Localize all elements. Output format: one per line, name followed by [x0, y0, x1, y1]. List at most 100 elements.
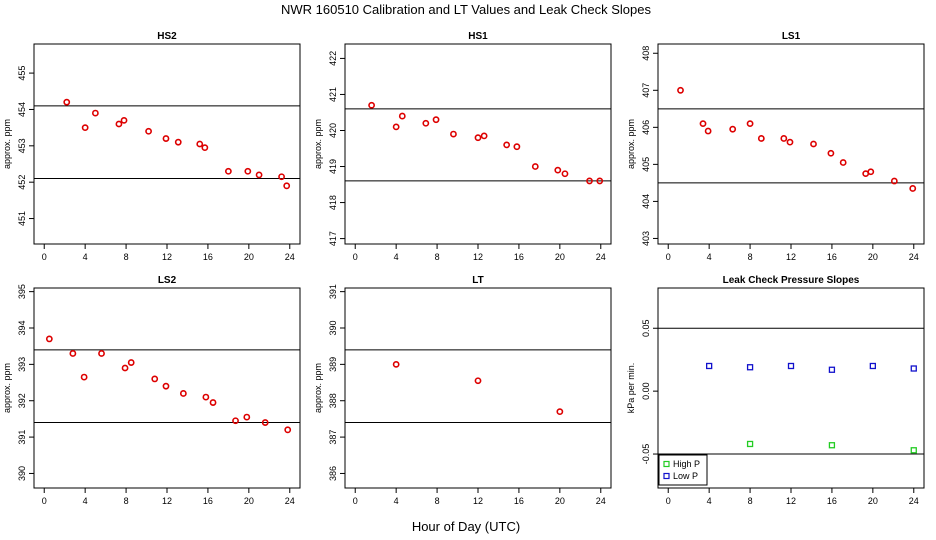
data-point [283, 182, 291, 190]
data-point [757, 135, 765, 142]
data-point [255, 171, 263, 179]
x-tick-label: 8 [748, 252, 753, 262]
y-tick-label: 387 [328, 430, 338, 445]
y-tick-label: 420 [328, 123, 338, 138]
data-point [787, 362, 795, 370]
x-tick-label: 12 [786, 252, 796, 262]
y-tick-label: 0.05 [641, 319, 651, 337]
x-tick-label: 24 [285, 496, 295, 506]
y-tick-label: 417 [328, 231, 338, 246]
x-tick-label: 16 [514, 496, 524, 506]
panel-1: HS2 0 4 8 12 16 20 24 451 452 453 454 455 approx. ppm [2, 31, 301, 262]
y-tick-label: 421 [328, 87, 338, 102]
y-tick-label: 0.00 [641, 382, 651, 400]
x-tick-label: 12 [786, 496, 796, 506]
y-axis-label: approx. ppm [2, 363, 12, 413]
panel-5: LT 0 4 8 12 16 20 24 386 387 388 389 390 391 approx. p… [313, 275, 612, 506]
y-axis-label: kPa per min. [626, 363, 636, 414]
data-point [909, 185, 917, 192]
x-tick-label: 16 [827, 496, 837, 506]
data-point [699, 120, 707, 128]
x-tick-label: 16 [514, 252, 524, 262]
data-point [869, 362, 876, 370]
data-point [284, 426, 292, 434]
data-point [586, 177, 593, 185]
x-tick-label: 8 [435, 252, 440, 262]
x-tick-label: 4 [394, 252, 399, 262]
data-point [561, 170, 569, 178]
x-tick-label: 24 [596, 496, 606, 506]
data-point [98, 350, 105, 357]
y-tick-label: 451 [17, 211, 27, 226]
panel-4: LS2 0 4 8 12 16 20 24 390 391 392 393 394 395 approx. … [2, 275, 301, 506]
data-point [474, 377, 482, 385]
data-point [910, 447, 917, 454]
y-tick-label: 390 [328, 320, 338, 335]
y-tick-label: 386 [328, 466, 338, 481]
data-point [120, 116, 128, 124]
x-tick-label: 8 [124, 252, 129, 262]
data-point [202, 393, 210, 401]
data-point [828, 366, 836, 373]
data-point [474, 134, 482, 142]
data-point [179, 390, 187, 397]
x-tick-label: 8 [435, 496, 440, 506]
data-point [422, 119, 430, 127]
data-point [127, 359, 135, 366]
data-point [244, 167, 252, 175]
x-tick-label: 20 [244, 252, 254, 262]
x-tick-label: 20 [868, 496, 878, 506]
x-tick-label: 24 [909, 252, 919, 262]
data-point [867, 168, 875, 176]
panel-3: LS1 0 4 8 12 16 20 24 403 404 405 406 407 408 approx. … [626, 31, 925, 262]
data-point [121, 364, 129, 372]
data-point [232, 417, 239, 425]
x-tick-label: 4 [394, 496, 399, 506]
panel-title: LS1 [782, 31, 801, 42]
x-tick-label: 12 [162, 496, 172, 506]
data-point [839, 159, 847, 166]
data-point [209, 399, 217, 406]
y-tick-label: 393 [17, 357, 27, 372]
data-point [151, 375, 159, 383]
y-tick-label: 455 [17, 66, 27, 81]
y-tick-label: 422 [328, 51, 338, 66]
y-tick-label: 419 [328, 159, 338, 174]
data-point [531, 163, 539, 170]
x-tick-label: 8 [124, 496, 129, 506]
data-point [261, 419, 269, 426]
plot-frame [344, 43, 612, 245]
panel-title: LS2 [158, 275, 177, 286]
data-point [780, 135, 788, 142]
plot-frame [344, 287, 612, 489]
data-point [786, 138, 794, 146]
y-axis-label: approx. ppm [626, 119, 636, 169]
legend-label: High P [673, 459, 700, 469]
data-point [81, 124, 89, 132]
data-point [392, 360, 400, 368]
x-tick-label: 12 [473, 252, 483, 262]
data-point [729, 125, 737, 133]
panel-title: LT [472, 275, 483, 286]
x-tick-label: 20 [555, 252, 565, 262]
panel-title: Leak Check Pressure Slopes [723, 275, 860, 286]
data-point [45, 335, 53, 343]
x-tick-label: 16 [203, 496, 213, 506]
data-point [910, 365, 917, 372]
x-tick-label: 20 [555, 496, 565, 506]
y-tick-label: 390 [17, 466, 27, 481]
x-tick-label: 4 [83, 496, 88, 506]
y-tick-label: 403 [641, 231, 651, 246]
x-tick-label: 4 [83, 252, 88, 262]
y-axis-label: approx. ppm [2, 119, 12, 169]
data-point [162, 135, 170, 142]
x-tick-label: 20 [868, 252, 878, 262]
x-tick-label: 16 [827, 252, 837, 262]
y-tick-label: 391 [328, 284, 338, 299]
data-point [162, 382, 170, 390]
y-tick-label: 389 [328, 357, 338, 372]
data-point [890, 177, 898, 185]
legend-label: Low P [673, 471, 698, 481]
data-point [706, 362, 713, 370]
